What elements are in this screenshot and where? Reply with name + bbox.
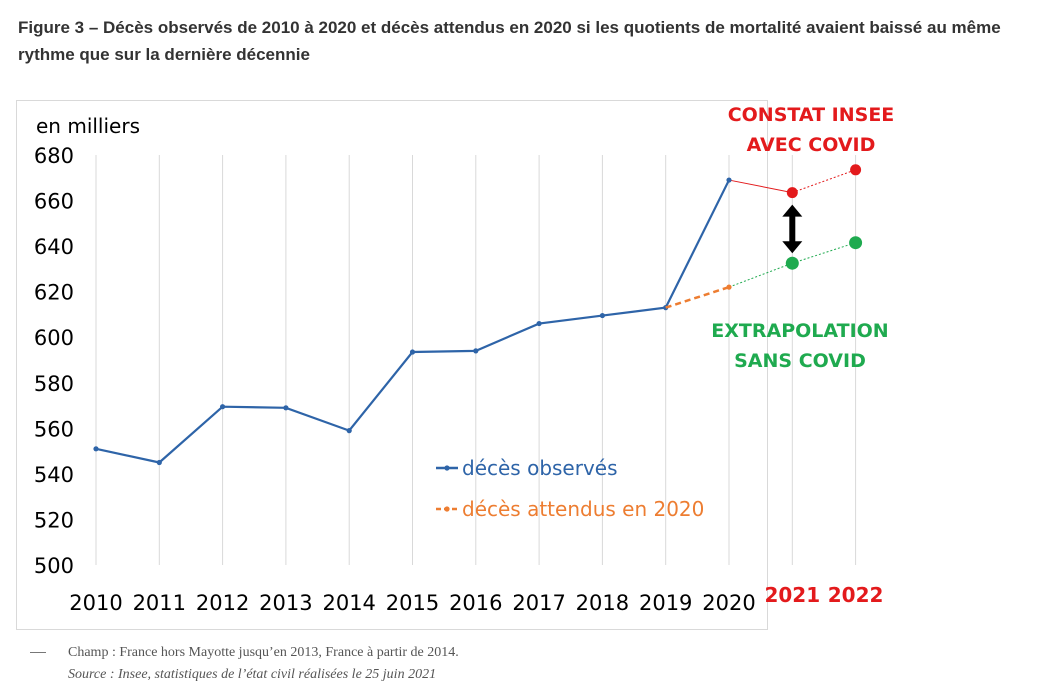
series-line-1	[665, 285, 730, 309]
note-dash	[30, 652, 46, 654]
figure-title: Figure 3 – Décès observés de 2010 à 2020…	[18, 18, 1001, 64]
y-tick-label-660: 660	[34, 190, 74, 214]
series-0-point-2014	[346, 428, 352, 434]
series-0-point-2013	[283, 405, 289, 411]
constat-point-2022	[850, 164, 862, 176]
extrapolation-label-line-2: SANS COVID	[734, 350, 866, 372]
constat-connector-2020-2021	[728, 179, 793, 194]
extrapolation-point-2021	[785, 256, 799, 270]
x-tick-label-2016: 2016	[449, 591, 502, 615]
gap-arrow-head-bottom	[782, 241, 803, 254]
constat-connector-2021-2022	[792, 169, 856, 194]
note-champ-text: Champ : France hors Mayotte jusqu’en 201…	[68, 645, 459, 660]
chart-frame	[16, 100, 768, 630]
constat-label-line-1: CONSTAT INSEE	[728, 104, 895, 126]
x-tick-label-2021: 2021	[764, 583, 820, 607]
y-tick-label-620: 620	[34, 281, 74, 305]
x-tick-label-2018: 2018	[576, 591, 629, 615]
extrapolation-label-line-1: EXTRAPOLATION	[711, 320, 888, 342]
series-0-point-2020	[726, 177, 732, 183]
series-0-point-2012	[220, 404, 226, 410]
x-tick-label-2013: 2013	[259, 591, 312, 615]
series-0-point-2017	[536, 320, 542, 327]
series-1-point-2020	[726, 284, 732, 290]
x-tick-label-2022: 2022	[828, 583, 884, 607]
y-tick-label-680: 680	[34, 144, 74, 168]
series-0-point-2015	[409, 349, 416, 355]
y-tick-label-500: 500	[34, 554, 74, 578]
y-tick-label-640: 640	[34, 235, 74, 259]
series-0-point-2016	[473, 348, 479, 354]
x-tick-label-2014: 2014	[322, 591, 375, 615]
series-0-point-2011	[156, 459, 162, 466]
y-tick-label-600: 600	[34, 326, 74, 350]
x-tick-label-2019: 2019	[639, 591, 692, 615]
x-tick-label-2017: 2017	[512, 591, 565, 615]
x-tick-label-2015: 2015	[386, 591, 439, 615]
note-champ: Champ : France hors Mayotte jusqu’en 201…	[30, 642, 459, 664]
y-tick-label-540: 540	[34, 463, 74, 487]
legend-label-0: décès observés	[462, 456, 618, 480]
gap-arrow-head-top	[782, 204, 803, 217]
y-tick-label-560: 560	[34, 417, 74, 441]
x-tick-label-2010: 2010	[69, 591, 122, 615]
y-tick-label-580: 580	[34, 372, 74, 396]
series-0-point-2010	[93, 446, 99, 452]
extrapolation-point-2022	[849, 236, 863, 250]
legend-label-1: décès attendus en 2020	[462, 497, 704, 521]
figure-notes: Champ : France hors Mayotte jusqu’en 201…	[30, 642, 459, 686]
y-tick-label-520: 520	[34, 508, 74, 532]
y-axis-label: en milliers	[36, 114, 140, 138]
x-tick-label-2012: 2012	[196, 591, 249, 615]
x-tick-label-2011: 2011	[133, 591, 186, 615]
constat-point-2021	[786, 187, 798, 199]
note-source: Source : Insee, statistiques de l’état c…	[68, 667, 437, 682]
extrapolation-connector-2021-2022	[792, 242, 856, 264]
constat-label-line-2: AVEC COVID	[747, 134, 876, 156]
legend-marker-1	[444, 506, 450, 512]
extrapolation-connector-2020-2021	[728, 262, 793, 288]
series-0-point-2018	[599, 312, 606, 319]
x-tick-label-2020: 2020	[702, 591, 755, 615]
legend-marker-0	[444, 465, 450, 471]
